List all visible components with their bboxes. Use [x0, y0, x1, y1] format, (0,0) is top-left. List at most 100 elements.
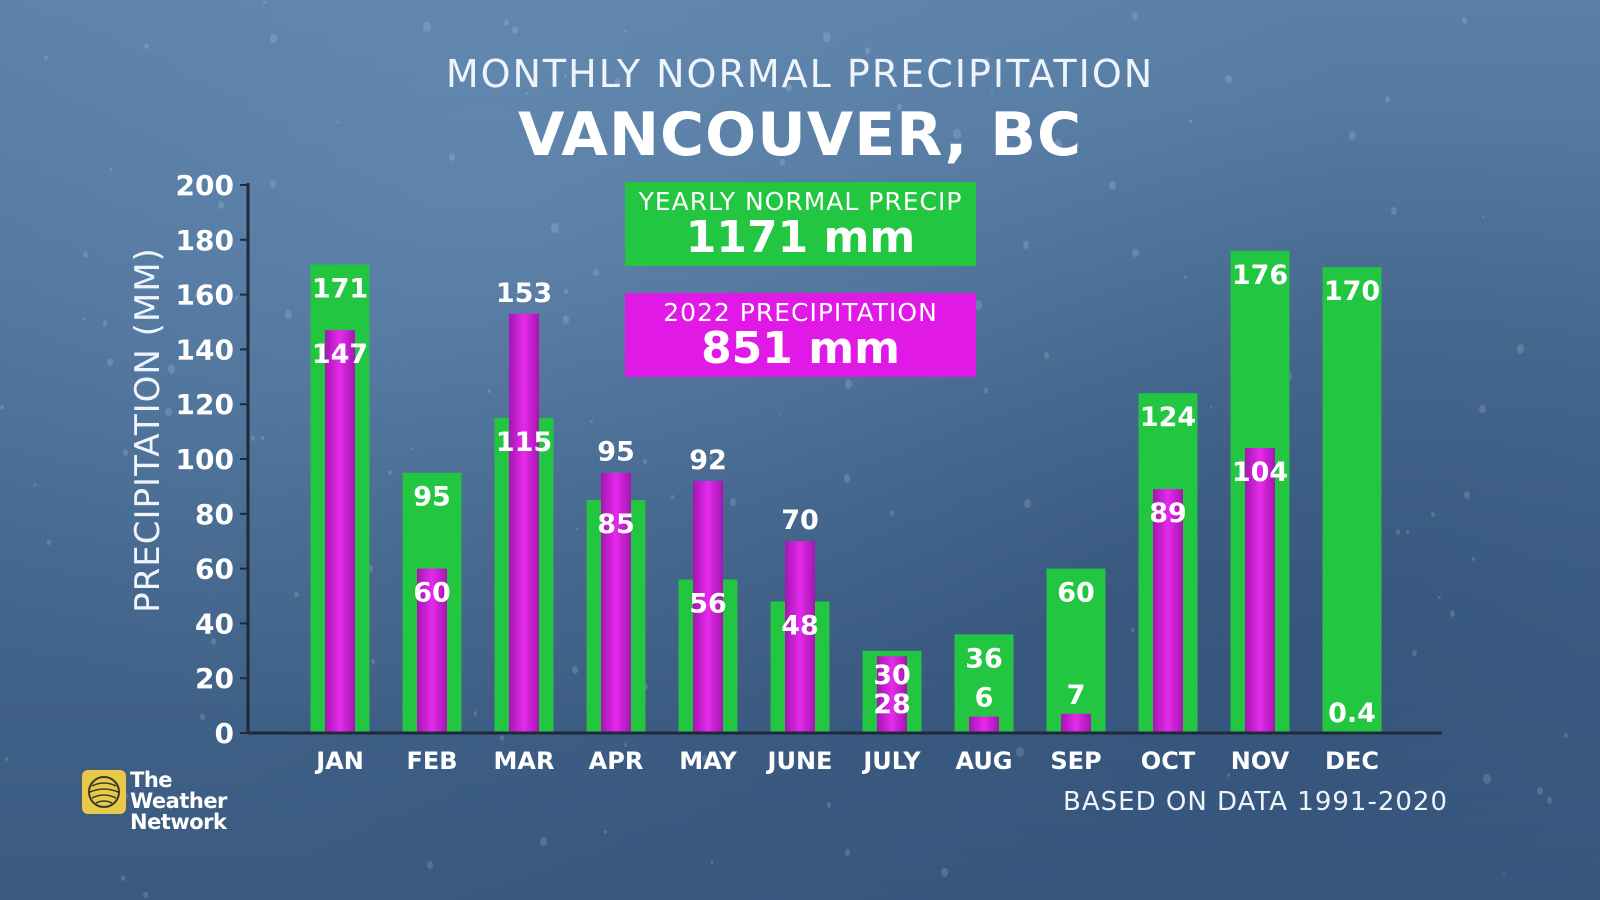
rain-droplet	[33, 483, 37, 487]
y-tick-label: 20	[195, 662, 234, 695]
y-tick-label: 80	[195, 498, 234, 531]
rain-droplet	[843, 474, 851, 483]
normal-data-label: 48	[781, 610, 819, 641]
y-tick-label: 140	[176, 333, 234, 366]
rain-droplet	[44, 54, 48, 60]
y-tick-label: 100	[176, 443, 234, 476]
x-tick-label: FEB	[406, 747, 457, 775]
rain-droplet	[1385, 96, 1390, 103]
rain-droplet	[210, 638, 217, 646]
year-2022-value: 851 mm	[701, 323, 900, 374]
y-tick-label: 120	[176, 388, 234, 421]
rain-droplet	[1438, 595, 1442, 600]
year-2022-bar	[1245, 448, 1275, 733]
rain-droplet	[1131, 627, 1135, 632]
rain-droplet	[786, 83, 793, 92]
rain-droplet	[1210, 406, 1213, 409]
normal-data-label: 124	[1140, 402, 1196, 433]
year-2022-bar	[509, 313, 539, 733]
rain-droplet	[974, 300, 983, 311]
rain-droplet	[624, 28, 628, 34]
rain-droplet	[562, 315, 570, 324]
x-tick-label: MAR	[494, 747, 555, 775]
year-2022-bar	[1061, 713, 1091, 733]
rain-droplet	[1450, 610, 1456, 617]
normal-data-label: 60	[1057, 578, 1095, 609]
year-2022-data-label: 28	[873, 689, 911, 720]
year-2022-box: 2022 PRECIPITATION 851 mm	[625, 293, 976, 377]
rain-droplet	[592, 268, 599, 277]
year-2022-bar	[693, 480, 723, 733]
rain-droplet	[1165, 765, 1169, 770]
chart-subtitle: MONTHLY NORMAL PRECIPITATION	[445, 52, 1155, 96]
rain-droplet	[670, 495, 674, 500]
rain-droplet	[705, 77, 714, 87]
year-2022-data-label: 70	[781, 505, 819, 536]
year-2022-bar	[601, 472, 631, 733]
yearly-normal-label: YEARLY NORMAL PRECIP	[638, 187, 963, 216]
rain-droplet	[1054, 138, 1063, 150]
rain-droplet	[571, 665, 578, 674]
rain-droplet	[423, 21, 431, 32]
y-tick-label: 200	[176, 169, 234, 202]
year-2022-data-label: 153	[496, 278, 552, 309]
rain-droplet	[1537, 786, 1544, 795]
y-tick-label: 160	[176, 279, 234, 312]
year-2022-data-label: 6	[975, 683, 994, 714]
x-tick-label: AUG	[955, 747, 1012, 775]
rain-droplet	[564, 288, 568, 294]
year-2022-bar	[417, 568, 447, 733]
rain-droplet	[826, 801, 832, 808]
rain-droplet	[488, 389, 491, 393]
x-tick-label: DEC	[1325, 747, 1379, 775]
rain-droplet	[1043, 352, 1050, 360]
rain-droplet	[1516, 344, 1525, 354]
x-tick-label: NOV	[1231, 747, 1290, 775]
rain-droplet	[604, 830, 608, 834]
year-2022-data-label: 95	[597, 437, 635, 468]
x-tick-label: APR	[589, 747, 644, 775]
yearly-normal-box: YEARLY NORMAL PRECIP 1171 mm	[625, 182, 976, 266]
rain-droplet	[1481, 214, 1485, 218]
rain-droplet	[269, 180, 276, 188]
yearly-normal-value: 1171 mm	[685, 212, 916, 263]
rain-droplet	[1430, 511, 1436, 518]
x-tick-label: JAN	[314, 747, 364, 775]
rain-droplet	[1463, 490, 1471, 500]
rain-droplet	[624, 743, 628, 748]
rain-droplet	[575, 527, 578, 530]
rain-droplet	[1395, 528, 1401, 535]
rain-droplet	[823, 31, 831, 42]
rain-droplet	[614, 78, 621, 86]
rain-droplet	[525, 91, 528, 96]
weather-network-globe-icon	[82, 770, 126, 814]
rain-droplet	[102, 320, 108, 327]
rain-droplet	[261, 436, 264, 440]
year-2022-data-label: 89	[1149, 498, 1187, 529]
x-tick-label: MAY	[679, 747, 737, 775]
x-tick-label: JUNE	[766, 747, 833, 775]
rain-droplet	[388, 469, 393, 475]
rain-droplet	[845, 379, 853, 390]
rain-droplet	[120, 875, 126, 882]
rain-droplet	[953, 129, 961, 140]
rain-droplet	[1016, 746, 1025, 757]
normal-data-label: 170	[1324, 276, 1380, 307]
rain-droplet	[1108, 181, 1116, 190]
rain-droplet	[410, 446, 414, 450]
rain-droplet	[1502, 872, 1505, 876]
rain-droplet	[1472, 557, 1476, 562]
normal-bar	[1322, 267, 1382, 733]
rain-droplet	[336, 120, 340, 124]
rain-droplet	[779, 412, 782, 416]
rain-droplet	[1406, 530, 1409, 534]
year-2022-bar	[969, 716, 999, 733]
rain-droplet	[109, 167, 112, 171]
rain-droplet	[367, 565, 373, 572]
rain-droplet	[165, 408, 172, 417]
rain-droplet	[551, 223, 559, 233]
normal-data-label: 95	[413, 482, 451, 513]
rain-droplet	[1547, 797, 1553, 804]
rain-droplet	[1479, 404, 1486, 414]
rain-droplet	[1563, 733, 1568, 739]
